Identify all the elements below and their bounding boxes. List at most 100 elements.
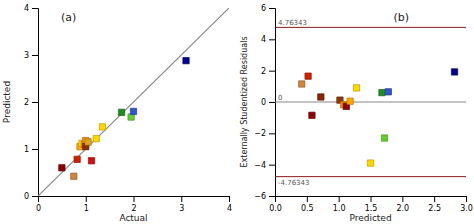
- x-tick: 3: [179, 196, 184, 213]
- x-tick-label: 2.0: [396, 204, 409, 213]
- y-axis-line: [32, 9, 39, 197]
- y-tick-label: −4: [254, 161, 266, 170]
- y-tick-mark: [269, 8, 275, 9]
- y-tick-mark: [269, 102, 275, 103]
- y-tick: 0: [261, 98, 275, 107]
- scatter-point: [309, 112, 315, 118]
- y-tick-mark: [269, 71, 275, 72]
- scatter-point: [71, 173, 77, 179]
- y-tick-label: 4: [24, 4, 29, 13]
- y-axis-line: [269, 9, 276, 197]
- x-axis-line: [39, 197, 230, 203]
- reference-diagonal: [38, 8, 229, 196]
- y-tick-mark: [269, 196, 275, 197]
- x-tick-mark: [134, 196, 135, 202]
- y-tick: 3: [24, 51, 38, 60]
- scatter-point: [353, 85, 359, 91]
- y-axis: 0 1 2 3 4: [24, 4, 39, 201]
- x-tick-label: 2: [131, 204, 136, 213]
- scatter-point: [183, 57, 189, 63]
- y-tick-label: 1: [24, 145, 29, 154]
- x-tick: 1.5: [365, 196, 378, 213]
- x-tick-label: 0: [36, 204, 41, 213]
- scatter-point: [367, 160, 373, 166]
- reference-line: [275, 176, 466, 177]
- x-tick-mark: [434, 196, 435, 202]
- x-tick-label: 3.0: [460, 204, 473, 213]
- x-tick-label: 0.5: [301, 204, 314, 213]
- y-tick-label: 0: [261, 98, 266, 107]
- panel-title: (b): [393, 11, 409, 24]
- y-tick-label: 0: [24, 192, 29, 201]
- y-tick-label: −2: [254, 129, 266, 138]
- scatter-point: [85, 139, 91, 145]
- scatter-point: [451, 69, 457, 75]
- y-tick: 6: [261, 4, 275, 13]
- plot-area: [275, 27, 466, 176]
- y-tick-label: 6: [261, 4, 266, 13]
- scatter-point: [381, 135, 387, 141]
- x-axis: 0 1 2 3 4: [36, 196, 232, 213]
- y-tick: −2: [254, 129, 275, 138]
- x-tick-mark: [371, 196, 372, 202]
- reference-label: -4.76343: [278, 179, 309, 187]
- y-tick-label: −6: [254, 192, 266, 201]
- reference-label: 4.76343: [278, 19, 307, 27]
- y-tick: 4: [261, 35, 275, 44]
- scatter-point: [88, 158, 94, 164]
- x-tick-mark: [402, 196, 403, 202]
- x-tick-label: 1.0: [333, 204, 346, 213]
- y-tick: 2: [261, 67, 275, 76]
- scatter-point: [99, 124, 105, 130]
- scatter-point: [118, 109, 124, 115]
- scatter-point: [385, 89, 391, 95]
- panel: 0123401234(a)ActualPredicted: [2, 4, 232, 223]
- y-tick-mark: [269, 165, 275, 166]
- x-tick-mark: [181, 196, 182, 202]
- y-tick-mark: [32, 8, 38, 9]
- x-tick: 2.5: [428, 196, 441, 213]
- y-tick-label: 3: [24, 51, 29, 60]
- y-tick-mark: [32, 149, 38, 150]
- x-tick: 2.0: [396, 196, 409, 213]
- scatter-point: [305, 73, 311, 79]
- y-tick: 0: [24, 192, 38, 201]
- y-tick-mark: [32, 55, 38, 56]
- scatter-point: [347, 98, 353, 104]
- y-tick: 2: [24, 98, 38, 107]
- x-tick-label: 1.5: [365, 204, 378, 213]
- y-tick: 4: [24, 4, 38, 13]
- y-tick: 1: [24, 145, 38, 154]
- x-tick: 0.5: [301, 196, 314, 213]
- x-tick-mark: [86, 196, 87, 202]
- scatter-point: [74, 156, 80, 162]
- x-tick-label: 3: [179, 204, 184, 213]
- x-tick: 3.0: [460, 196, 473, 213]
- y-tick-label: 2: [261, 67, 266, 76]
- x-axis-line: [276, 197, 467, 203]
- x-tick-label: 4: [227, 204, 232, 213]
- scatter-point: [318, 94, 324, 100]
- x-tick-label: 2.5: [428, 204, 441, 213]
- panel-title: (a): [61, 11, 76, 24]
- scatter-point: [93, 135, 99, 141]
- x-tick: 0: [36, 196, 41, 213]
- y-tick-label: 4: [261, 35, 266, 44]
- y-tick-label: 2: [24, 98, 29, 107]
- y-axis-title: Externally Studentized Residuals: [240, 36, 249, 167]
- scatter-point: [379, 89, 385, 95]
- x-axis: 0.0 0.5 1.0 1.5 2.0 2.5 3.0: [269, 196, 473, 213]
- x-tick: 1: [84, 196, 89, 213]
- y-tick-mark: [269, 133, 275, 134]
- x-tick-mark: [229, 196, 230, 202]
- reference-line: [275, 102, 466, 103]
- x-tick: 2: [131, 196, 136, 213]
- panel: 0.0 0.5 1.0 1.5 2.0 2.5 3.0 −6 −4 −2 0 2 4 6 0 4.76343 -…: [240, 4, 473, 223]
- y-tick-mark: [32, 102, 38, 103]
- x-tick-mark: [466, 196, 467, 202]
- reference-label: 0: [278, 94, 282, 102]
- y-axis-title: Predicted: [2, 81, 12, 123]
- chart-svg: 0123401234(a)ActualPredicted0.00.51.01.5…: [0, 0, 474, 224]
- x-tick: 1.0: [333, 196, 346, 213]
- x-tick-label: 0.0: [269, 204, 282, 213]
